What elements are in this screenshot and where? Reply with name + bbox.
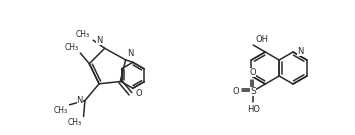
Text: N: N xyxy=(297,46,304,55)
Text: CH₃: CH₃ xyxy=(67,118,82,127)
Text: CH₃: CH₃ xyxy=(53,106,67,115)
Text: CH₃: CH₃ xyxy=(76,30,90,39)
Text: N: N xyxy=(127,49,134,58)
Text: HO: HO xyxy=(247,105,260,114)
Text: O: O xyxy=(136,89,142,98)
Text: OH: OH xyxy=(255,35,268,44)
Text: S: S xyxy=(250,87,256,95)
Text: CH₃: CH₃ xyxy=(64,43,78,52)
Text: O: O xyxy=(233,87,239,95)
Text: O: O xyxy=(250,68,256,77)
Text: N: N xyxy=(77,96,83,105)
Text: N: N xyxy=(96,36,103,45)
